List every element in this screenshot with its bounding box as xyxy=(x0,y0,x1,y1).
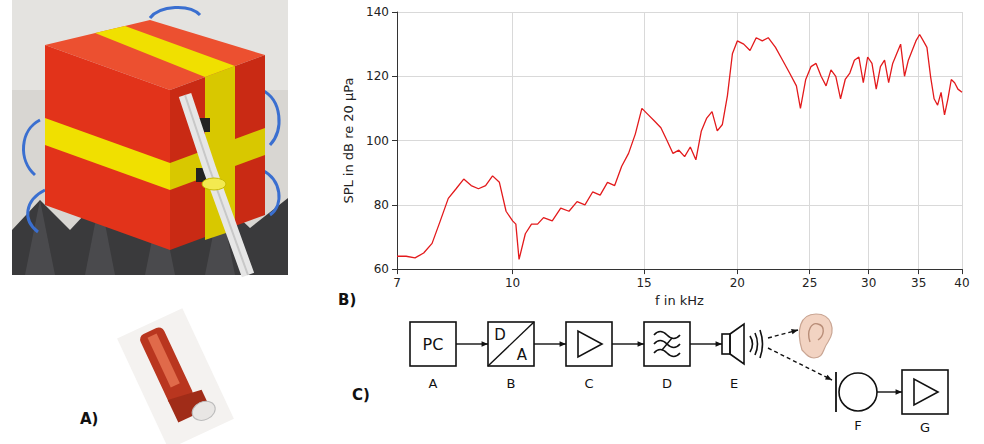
svg-text:120: 120 xyxy=(366,69,389,83)
svg-text:25: 25 xyxy=(802,276,817,290)
svg-text:B): B) xyxy=(338,291,356,309)
svg-text:20: 20 xyxy=(730,276,745,290)
svg-text:B: B xyxy=(507,376,516,391)
svg-text:SPL in dB re 20 μPa: SPL in dB re 20 μPa xyxy=(341,77,356,203)
svg-text:D: D xyxy=(662,376,672,391)
svg-text:30: 30 xyxy=(861,276,876,290)
svg-text:PC: PC xyxy=(423,335,444,354)
svg-text:15: 15 xyxy=(636,276,651,290)
svg-text:A: A xyxy=(517,346,528,364)
svg-text:A: A xyxy=(429,376,438,391)
svg-text:7: 7 xyxy=(393,276,401,290)
svg-text:10: 10 xyxy=(505,276,520,290)
svg-text:80: 80 xyxy=(374,198,389,212)
svg-text:G: G xyxy=(920,420,930,435)
svg-text:F: F xyxy=(854,418,861,433)
svg-text:E: E xyxy=(730,376,738,391)
svg-text:140: 140 xyxy=(366,5,389,19)
svg-text:D: D xyxy=(494,326,506,344)
svg-text:40: 40 xyxy=(954,276,969,290)
svg-text:35: 35 xyxy=(911,276,926,290)
svg-text:100: 100 xyxy=(366,134,389,148)
svg-text:f in kHz: f in kHz xyxy=(655,293,704,308)
svg-text:C): C) xyxy=(352,386,370,404)
svg-text:C: C xyxy=(584,376,593,391)
svg-text:A): A) xyxy=(80,410,98,428)
svg-text:60: 60 xyxy=(374,262,389,276)
